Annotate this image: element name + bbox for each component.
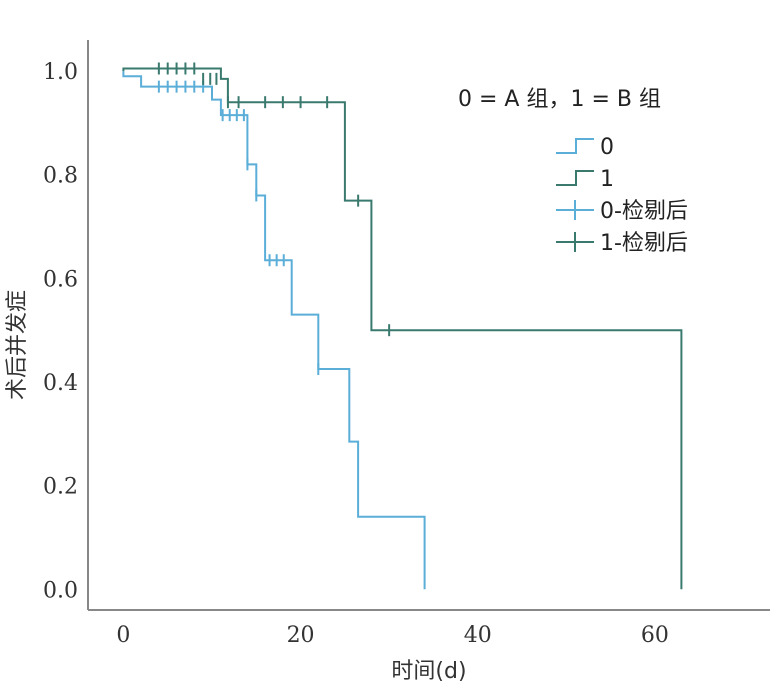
y-tick-label: 1.0 <box>43 60 78 85</box>
axes <box>87 40 770 611</box>
y-tick-label: 0.4 <box>43 371 78 396</box>
x-tick-label: 40 <box>464 623 492 648</box>
legend-label: 1 <box>600 167 614 192</box>
x-ticks: 0 20 40 60 <box>116 623 668 648</box>
legend-swatch-line <box>556 138 594 154</box>
x-tick-label: 60 <box>641 623 669 648</box>
x-tick-label: 20 <box>287 623 315 648</box>
legend-item: 0-检剔后 <box>556 199 688 224</box>
legend-label: 0 <box>600 135 614 160</box>
series-line-0 <box>122 71 426 590</box>
legend: 0 = A 组，1 = B 组 0 1 0-检剔后 1-检剔后 <box>458 87 688 256</box>
series-0 <box>122 71 426 590</box>
y-axis-label: 术后并发症 <box>5 290 30 400</box>
y-ticks: 0.0 0.2 0.4 0.6 0.8 1.0 <box>43 60 78 603</box>
x-axis-label: 时间(d) <box>391 659 466 684</box>
series-line-1 <box>122 67 683 590</box>
legend-item: 1-检剔后 <box>556 231 688 256</box>
y-tick-label: 0.0 <box>43 578 78 603</box>
legend-items: 0 1 0-检剔后 1-检剔后 <box>556 135 688 256</box>
y-tick-label: 0.2 <box>43 475 78 500</box>
series-1 <box>122 62 683 590</box>
series-layer <box>122 62 683 590</box>
y-tick-label: 0.8 <box>43 164 78 189</box>
legend-label: 0-检剔后 <box>600 199 688 224</box>
legend-label: 1-检剔后 <box>600 231 688 256</box>
legend-item: 0 <box>556 135 614 160</box>
legend-item: 1 <box>556 167 614 192</box>
y-tick-label: 0.6 <box>43 267 78 292</box>
x-tick-label: 0 <box>116 623 130 648</box>
legend-swatch-line <box>556 170 594 186</box>
legend-title: 0 = A 组，1 = B 组 <box>458 87 661 112</box>
